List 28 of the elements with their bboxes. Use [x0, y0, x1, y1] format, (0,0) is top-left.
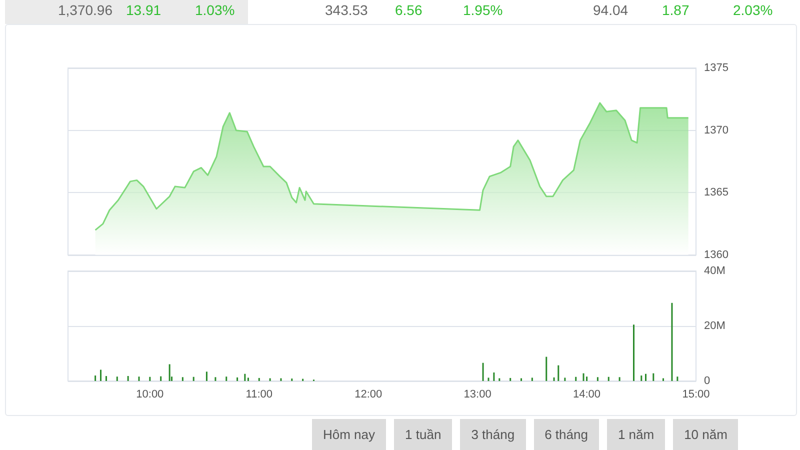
text: 6.56: [395, 2, 422, 18]
x-tick-label: 15:00: [682, 388, 710, 400]
text: 1.87: [662, 2, 690, 18]
y-tick-label: 20M: [704, 320, 726, 332]
y-tick-label: 1375: [704, 62, 728, 74]
x-tick-label: 11:00: [246, 388, 272, 400]
x-tick-label: 13:00: [464, 388, 492, 400]
y-tick-label: 40M: [704, 265, 726, 277]
text: 1 tuần: [394, 419, 452, 450]
x-tick-label: 14:00: [573, 388, 601, 400]
text: 2.03%: [733, 2, 773, 18]
y-tick-label: 0: [704, 375, 710, 387]
text: 1.03%: [195, 2, 235, 18]
y-tick-label: 1370: [704, 124, 728, 136]
text: 10 năm: [673, 419, 738, 450]
text: 13.91: [126, 2, 162, 18]
text: 1.95%: [463, 2, 503, 18]
y-tick-label: 1360: [704, 249, 728, 261]
y-tick-label: 1365: [704, 186, 728, 199]
text: 343.53: [325, 2, 368, 18]
x-tick-label: 12:00: [354, 388, 382, 400]
text: 3 tháng: [460, 419, 526, 450]
text: 6 tháng: [534, 419, 599, 450]
text: 1,370.96: [58, 2, 112, 18]
text: Hôm nay: [312, 419, 386, 450]
text: 1 năm: [606, 419, 666, 450]
x-tick-label: 10:00: [136, 388, 164, 400]
text: 94.04: [593, 2, 628, 18]
